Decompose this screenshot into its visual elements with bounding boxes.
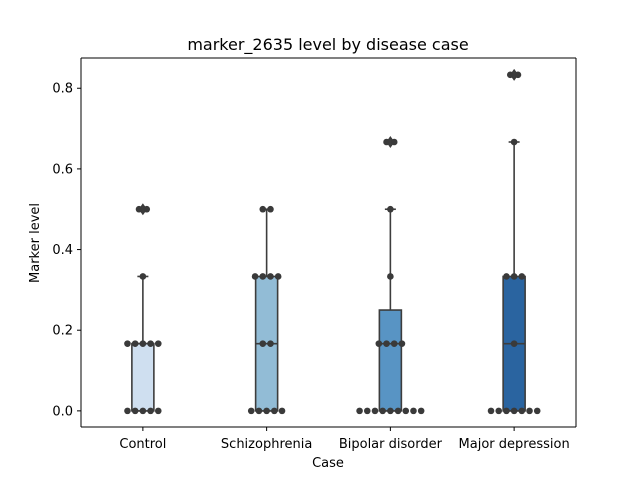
data-point: [398, 340, 406, 347]
data-point: [387, 407, 394, 415]
data-point: [356, 407, 363, 415]
box-3: [378, 309, 403, 412]
data-point: [371, 407, 379, 415]
y-tick-label: 0.6: [52, 162, 73, 177]
data-point: [255, 407, 263, 415]
data-point: [363, 407, 371, 415]
x-tick-label: Control: [119, 437, 166, 452]
x-tick-label: Major depression: [459, 437, 570, 452]
data-point: [383, 340, 390, 347]
data-point: [375, 340, 383, 347]
y-tick-label: 0.8: [52, 82, 73, 97]
data-point: [510, 273, 518, 280]
data-point: [394, 407, 402, 415]
data-point: [518, 407, 526, 415]
data-point: [495, 407, 503, 415]
x-tick-label: Schizophrenia: [221, 437, 312, 452]
data-point: [124, 407, 131, 415]
data-point: [402, 407, 410, 415]
data-point: [139, 407, 147, 415]
data-point: [274, 273, 282, 280]
data-point: [267, 205, 274, 213]
data-point: [147, 407, 154, 415]
data-point: [259, 205, 267, 213]
y-axis-label: Marker level: [28, 203, 43, 283]
y-tick-label: 0.2: [52, 324, 73, 339]
data-point: [267, 273, 274, 280]
data-point: [135, 205, 143, 213]
data-point: [510, 138, 518, 146]
data-point: [390, 138, 398, 146]
data-point: [510, 407, 518, 415]
data-point: [147, 340, 154, 347]
data-point: [131, 407, 139, 415]
chart-title: marker_2635 level by disease case: [187, 35, 468, 55]
data-point: [518, 273, 526, 280]
plot-area: 0.0 0.2 0.4 0.6 0.8 Control Schizophrenia Bipol…: [52, 57, 577, 452]
data-point: [154, 340, 162, 347]
data-point: [259, 273, 267, 280]
data-point: [139, 273, 147, 280]
data-point: [506, 71, 514, 79]
data-point: [387, 205, 394, 213]
data-point: [271, 407, 278, 415]
data-point: [533, 407, 541, 415]
data-point: [267, 340, 274, 347]
box-1: [131, 342, 155, 412]
y-tick-label: 0.4: [52, 243, 73, 258]
data-point: [417, 407, 425, 415]
data-point: [503, 273, 510, 280]
data-point: [263, 407, 270, 415]
data-point: [526, 407, 533, 415]
y-tick-label: 0.0: [52, 404, 73, 419]
data-point: [154, 407, 162, 415]
data-point: [247, 407, 255, 415]
data-point: [139, 340, 147, 347]
data-point: [143, 205, 151, 213]
data-point: [487, 407, 495, 415]
data-point: [124, 340, 131, 347]
x-tick-label: Bipolar disorder: [339, 437, 443, 452]
data-point: [514, 71, 522, 79]
data-point: [503, 407, 510, 415]
data-point: [131, 340, 139, 347]
data-point: [259, 340, 267, 347]
data-point: [278, 407, 286, 415]
data-point: [251, 273, 259, 280]
data-point: [383, 138, 390, 146]
data-point: [390, 340, 398, 347]
data-point: [387, 273, 394, 280]
x-axis-label: Case: [312, 456, 344, 471]
data-point: [510, 340, 518, 347]
data-point: [379, 407, 386, 415]
data-point: [410, 407, 417, 415]
